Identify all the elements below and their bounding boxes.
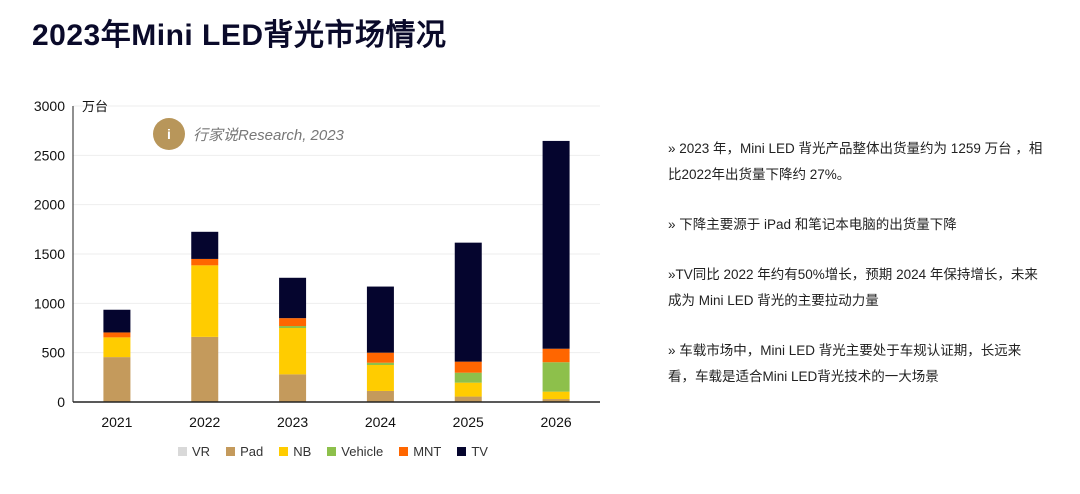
- legend-label: Vehicle: [341, 444, 384, 459]
- y-tick-label: 2000: [34, 197, 65, 213]
- note-3: »TV同比 2022 年约有50%增长，预期 2024 年保持增长，未来成为 M…: [668, 267, 1038, 308]
- bar-segment-pad: [279, 374, 307, 402]
- bar-segment-tv: [191, 231, 219, 259]
- bar-segment-mnt: [103, 332, 131, 338]
- y-tick-label: 3000: [34, 98, 65, 114]
- legend-swatch: [327, 447, 337, 456]
- bar-segment-nb: [191, 265, 219, 337]
- legend-label: VR: [192, 444, 211, 459]
- legend-swatch: [226, 447, 236, 456]
- legend-item-vehicle: Vehicle: [327, 444, 383, 459]
- y-tick-label: 0: [57, 394, 65, 410]
- research-logo: i 行家说Research, 2023: [153, 118, 344, 150]
- bar-segment-nb: [279, 328, 307, 375]
- notes-panel: » 2023 年，Mini LED 背光产品整体出货量约为 1259 万台 ，相…: [668, 136, 1048, 414]
- y-tick-label: 1500: [34, 246, 65, 262]
- x-tick-label: 2024: [365, 414, 396, 430]
- legend-label: NB: [293, 444, 312, 459]
- bar-segment-tv: [279, 277, 307, 319]
- legend-swatch: [178, 447, 187, 456]
- legend-item-nb: NB: [279, 444, 311, 459]
- bar-segment-pad: [191, 336, 219, 402]
- x-tick-label: 2022: [189, 414, 220, 430]
- bar-segment-mnt: [454, 361, 482, 373]
- y-tick-label: 1000: [34, 295, 65, 311]
- y-tick-label: 500: [42, 345, 66, 361]
- bar-segment-tv: [542, 140, 570, 349]
- bar-segment-vehicle: [279, 326, 307, 328]
- note-2: » 下降主要源于 iPad 和笔记本电脑的出货量下降: [668, 217, 957, 232]
- bar-segment-tv: [366, 286, 394, 353]
- legend-swatch: [399, 447, 409, 456]
- bar-segment-vehicle: [366, 362, 394, 365]
- y-axis-unit: 万台: [82, 99, 108, 114]
- legend-label: TV: [471, 444, 488, 459]
- note-1: » 2023 年，Mini LED 背光产品整体出货量约为 1259 万台 ，相…: [668, 141, 1043, 182]
- bar-segment-mnt: [191, 258, 219, 266]
- legend-item-vr: VR: [178, 444, 210, 459]
- bar-segment-pad: [454, 396, 482, 402]
- page-title: 2023年Mini LED背光市场情况: [32, 19, 447, 52]
- bar-segment-nb: [542, 391, 570, 400]
- bar-segment-tv: [103, 309, 131, 333]
- y-tick-label: 2500: [34, 147, 65, 163]
- legend-item-pad: Pad: [226, 444, 263, 459]
- bar-segment-vehicle: [542, 362, 570, 392]
- note-4: » 车载市场中，Mini LED 背光主要处于车规认证期，长远来看，车载是适合M…: [668, 343, 1022, 384]
- legend-label: MNT: [413, 444, 442, 459]
- bar-segment-nb: [366, 365, 394, 391]
- legend-swatch: [279, 447, 289, 456]
- legend-item-tv: TV: [457, 444, 488, 459]
- bar-segment-vehicle: [454, 372, 482, 383]
- stacked-bar-chart: 0 500 1000 1500 2000 2500 3000 万台 2021 2022 2023 20…: [34, 98, 600, 430]
- legend-item-mnt: MNT: [399, 444, 441, 459]
- bar-segment-tv: [454, 242, 482, 362]
- bar-segment-mnt: [366, 352, 394, 363]
- x-tick-label: 2021: [101, 414, 132, 430]
- bar-segment-nb: [454, 382, 482, 397]
- bar-segment-pad: [103, 357, 131, 402]
- logo-icon: i: [153, 118, 185, 150]
- x-tick-label: 2025: [453, 414, 484, 430]
- bar-segment-pad: [366, 390, 394, 402]
- logo-text: 行家说Research, 2023: [193, 126, 344, 144]
- bar-segment-pad: [542, 399, 570, 402]
- bar-segment-nb: [103, 337, 131, 358]
- bar-segment-mnt: [279, 318, 307, 327]
- x-tick-label: 2023: [277, 414, 308, 430]
- x-tick-label: 2026: [541, 414, 572, 430]
- legend-swatch: [457, 447, 467, 456]
- chart-legend: VR Pad NB Vehicle MNT TV: [178, 444, 488, 459]
- legend-label: Pad: [240, 444, 264, 459]
- bar-segment-mnt: [542, 348, 570, 363]
